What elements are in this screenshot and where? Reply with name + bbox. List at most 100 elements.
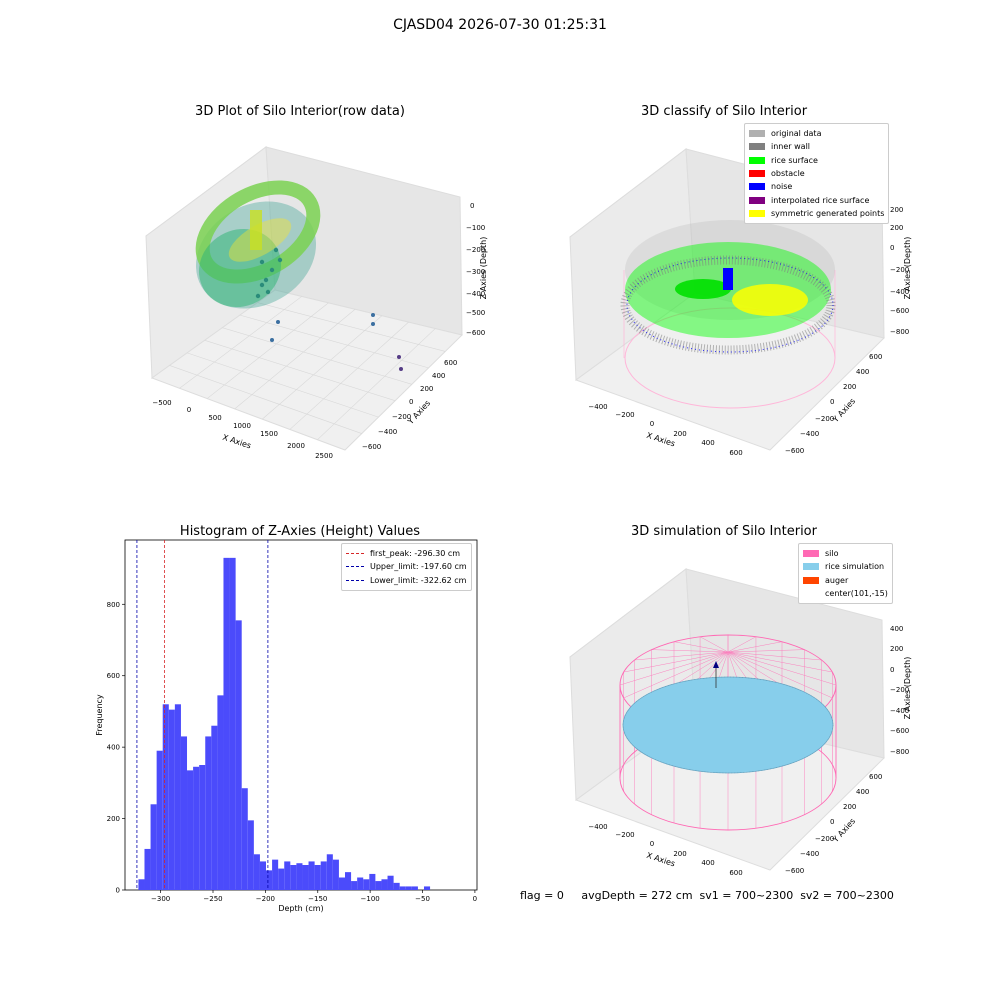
histogram-x-tick: −200: [256, 895, 275, 903]
histogram-bar: [168, 709, 175, 890]
legend-label: symmetric generated points: [771, 208, 885, 218]
legend-entry: Lower_limit: -322.62 cm: [346, 574, 467, 587]
plot4-x-tick: 0: [650, 840, 654, 848]
histogram-bar: [266, 870, 273, 890]
plot2-x-tick: 0: [650, 420, 654, 428]
histogram-bar: [393, 882, 400, 890]
legend-entry: first_peak: -296.30 cm: [346, 547, 467, 560]
histogram-bar: [326, 854, 333, 890]
plot2-y-tick: −600: [785, 447, 804, 455]
legend-entry: symmetric generated points: [749, 207, 884, 220]
histogram-bar: [217, 695, 224, 890]
plot2-z-ticks: 200 200 0 −200 −400 −600 −800 Z Axies (D…: [890, 206, 912, 336]
plot1-x-tick: 0: [187, 406, 191, 414]
plot2-y-tick: 0: [830, 398, 834, 406]
plot1-x-tick: 500: [208, 414, 221, 422]
plot4-y-tick: 400: [856, 788, 869, 796]
plot1-scatter: [195, 180, 403, 371]
histogram-bar: [320, 861, 327, 890]
legend-entry: rice simulation: [803, 560, 888, 573]
plot1-y-tick: 600: [444, 359, 457, 367]
scatter-point: [265, 289, 271, 295]
scatter-point: [269, 267, 275, 273]
legend-swatch: [749, 209, 765, 217]
histogram-bar: [247, 820, 254, 890]
histogram-bar: [290, 865, 297, 890]
plot2-x-tick: −400: [588, 403, 607, 411]
plot4-z-tick: 0: [890, 666, 894, 674]
plot4-y-tick: −600: [785, 867, 804, 875]
plot1-z-tick: −500: [466, 309, 485, 317]
histogram-bar: [423, 886, 431, 890]
histogram-y-tick: 0: [116, 887, 120, 895]
histogram-bar: [205, 736, 212, 890]
plot4-z-tick: 200: [890, 645, 903, 653]
legend-label: inner wall: [771, 142, 811, 152]
legend-swatch: [803, 576, 819, 584]
legend-label: auger: [825, 575, 849, 585]
histogram-xlabel: Depth (cm): [278, 904, 323, 913]
histogram-bar: [259, 861, 267, 890]
legend-line: [346, 579, 364, 581]
plot4-y-tick: 0: [830, 818, 834, 826]
plot1-x-tick: 1000: [233, 422, 251, 430]
plot2-x-tick: 600: [729, 449, 742, 457]
plot2-z-tick: −400: [890, 288, 909, 296]
legend-line: [346, 566, 364, 568]
histogram-bar: [162, 704, 169, 890]
legend-entry: interpolated rice surface: [749, 193, 884, 206]
histogram-bar: [296, 863, 303, 890]
histogram-ylabel: Frequency: [95, 694, 104, 736]
legend-swatch: [803, 563, 819, 571]
plot2-y-tick: −400: [800, 430, 819, 438]
histogram-bar: [411, 886, 418, 890]
plot4-xlabel: X Axies: [645, 851, 676, 869]
plot4-x-tick: 200: [673, 850, 686, 858]
legend-swatch: [749, 183, 765, 191]
legend-entry: original data: [749, 127, 884, 140]
histogram-bar: [138, 879, 145, 890]
histogram-bar: [284, 861, 291, 890]
figure-title: CJASD04 2026-07-30 01:25:31: [393, 17, 607, 33]
histogram-bar: [314, 865, 321, 890]
histogram-bar: [229, 557, 236, 890]
legend-label: rice surface: [771, 155, 818, 165]
legend-swatch: [803, 550, 819, 558]
histogram-bar: [345, 872, 352, 890]
legend-swatch: [749, 130, 765, 138]
plot4-zlabel: Z Axies (Depth): [903, 657, 912, 720]
histogram-x-tick: 0: [473, 895, 477, 903]
plot2-z-tick: −800: [890, 328, 909, 336]
histogram-y-tick: 200: [107, 815, 120, 823]
histogram-bar: [278, 868, 285, 890]
plot4-y-tick: 200: [843, 803, 856, 811]
histogram-x-tick: −100: [361, 895, 380, 903]
plot2-x-tick: −200: [615, 411, 634, 419]
plot2-legend: original data inner wall rice surface ob…: [744, 123, 890, 225]
histogram-bar: [357, 877, 364, 890]
plot1-zlabel: Z Axies (Depth): [479, 237, 488, 300]
scatter-point: [255, 293, 261, 299]
plot2-y-tick: −200: [815, 415, 834, 423]
legend-entry: inner wall: [749, 140, 884, 153]
plot2-y-tick: 400: [856, 368, 869, 376]
histogram-bar: [338, 877, 345, 890]
plot1-z-tick: −600: [466, 329, 485, 337]
plot2-z-tick: −200: [890, 266, 909, 274]
legend-swatch: [749, 170, 765, 178]
legend-label: obstacle: [771, 169, 805, 179]
histogram-bar: [187, 770, 194, 890]
histogram-y-ticks: 0 200 400 600 800: [107, 601, 125, 895]
histogram-x-tick: −250: [203, 895, 222, 903]
legend-entry: center(101,-15): [803, 587, 888, 600]
histogram-x-tick: −300: [151, 895, 170, 903]
legend-label: noise: [771, 182, 793, 192]
plot2-z-tick: 0: [890, 244, 894, 252]
plot4-z-tick: 400: [890, 625, 903, 633]
plot4-z-tick: −800: [890, 748, 909, 756]
histogram-y-tick: 600: [107, 672, 120, 680]
plot4-x-tick: 600: [729, 869, 742, 877]
plot1-z-tick: −100: [466, 224, 485, 232]
plot4-legend: silo rice simulation auger center(101,-1…: [798, 543, 893, 605]
plot1-z-tick: −400: [466, 290, 485, 298]
